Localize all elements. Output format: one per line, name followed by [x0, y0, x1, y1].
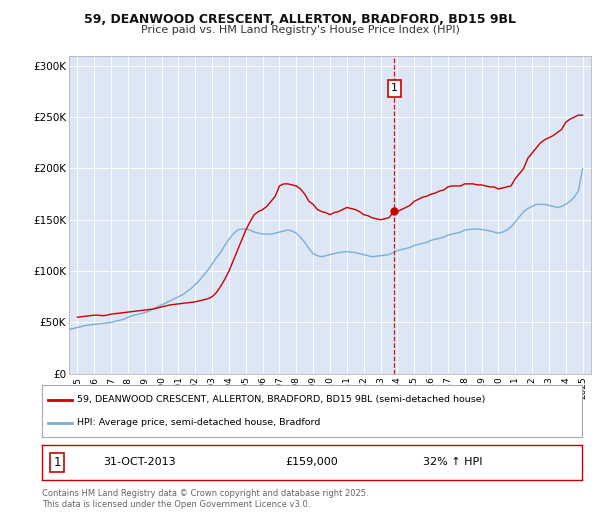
Text: 32% ↑ HPI: 32% ↑ HPI	[422, 457, 482, 467]
Text: 59, DEANWOOD CRESCENT, ALLERTON, BRADFORD, BD15 9BL: 59, DEANWOOD CRESCENT, ALLERTON, BRADFOR…	[84, 13, 516, 26]
Text: 1: 1	[53, 456, 61, 469]
Text: Contains HM Land Registry data © Crown copyright and database right 2025.
This d: Contains HM Land Registry data © Crown c…	[42, 489, 368, 509]
Text: 1: 1	[391, 84, 398, 93]
Text: Price paid vs. HM Land Registry's House Price Index (HPI): Price paid vs. HM Land Registry's House …	[140, 25, 460, 36]
Text: 59, DEANWOOD CRESCENT, ALLERTON, BRADFORD, BD15 9BL (semi-detached house): 59, DEANWOOD CRESCENT, ALLERTON, BRADFOR…	[77, 395, 485, 404]
Text: 31-OCT-2013: 31-OCT-2013	[103, 457, 176, 467]
Text: £159,000: £159,000	[286, 457, 338, 467]
Text: HPI: Average price, semi-detached house, Bradford: HPI: Average price, semi-detached house,…	[77, 418, 320, 427]
